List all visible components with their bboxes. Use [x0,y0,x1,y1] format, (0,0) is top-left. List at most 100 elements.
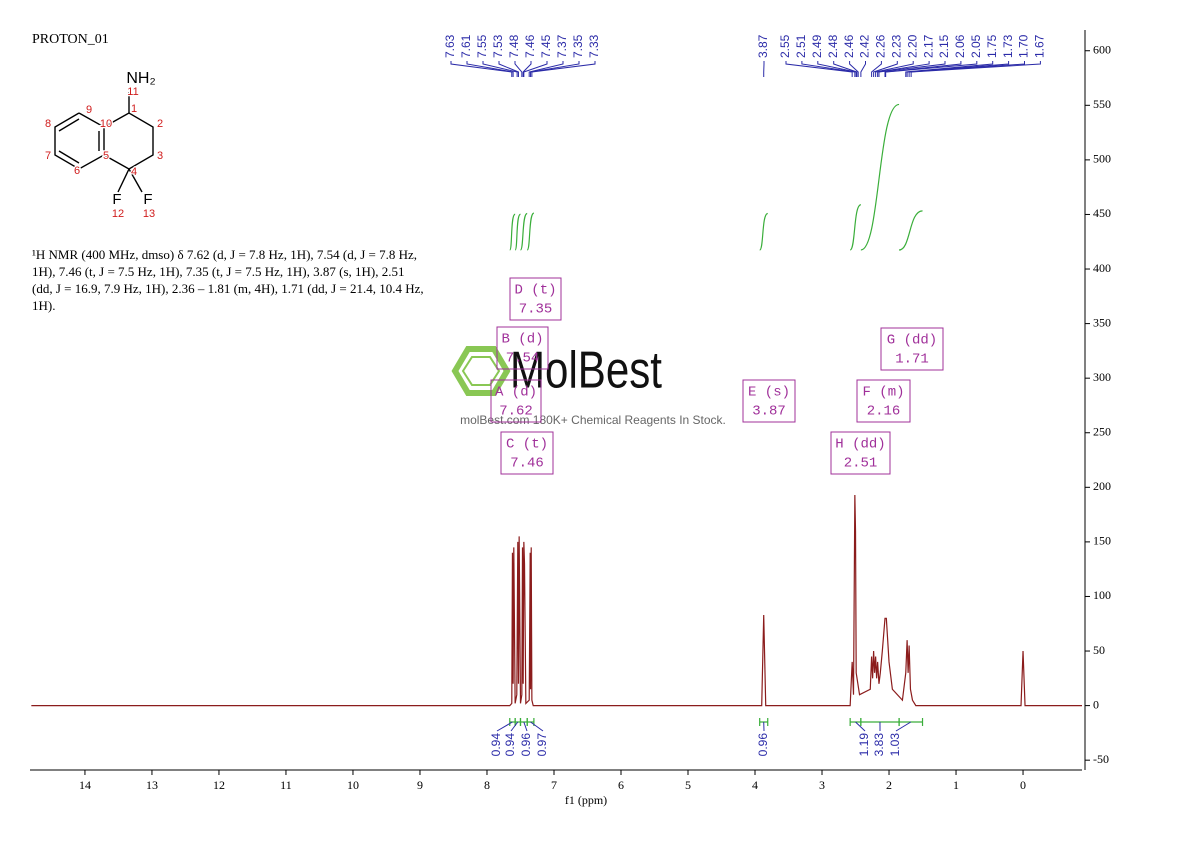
atom-number: 4 [131,166,137,178]
integral-curve [526,212,535,251]
peak-connector [908,61,1025,77]
integral-label: 0.97 [535,733,549,757]
peak-connector [884,61,962,77]
integral-bracket [849,718,862,726]
multiplet-label: F (m) [862,385,904,401]
multiplet-box [742,379,796,423]
peak-label: 1.75 [985,34,999,58]
peak-connector [522,61,532,77]
x-tick-label: 7 [551,778,557,792]
peak-connector [878,61,946,77]
integral-label: 3.83 [872,733,886,757]
peak-connector [466,61,514,77]
peak-label: 2.15 [937,34,951,58]
bond [103,112,154,170]
integral-curve [759,212,769,251]
peak-label: 7.35 [571,34,585,58]
x-tick-label: 13 [146,778,158,792]
peak-connector [531,61,596,77]
multiplet-box [490,379,542,423]
atom-label: F [112,191,121,208]
integral-curve [509,213,516,251]
atom-number: 6 [74,165,80,177]
peak-connector [450,61,513,77]
peak-label: 2.55 [778,34,792,58]
multiplet-shift: 3.87 [752,404,786,420]
y-tick-label: 400 [1093,261,1111,275]
x-tick-label: 1 [953,778,959,792]
y-tick-label: 500 [1093,152,1111,166]
atom-label: F [143,191,152,208]
y-tick-label: 300 [1093,370,1111,384]
integral-curve [519,212,528,251]
multiplet-label: B (d) [501,332,543,348]
y-tick-label: 0 [1093,697,1099,711]
peak-label: 7.63 [443,34,457,58]
x-tick-label: 6 [618,778,624,792]
integral-curve [514,213,522,251]
x-tick-label: 12 [213,778,225,792]
atom-number: 2 [157,118,163,130]
integral-bracket [898,718,924,726]
multiplet-label: G (dd) [887,333,937,349]
x-tick-label: 5 [685,778,691,792]
integral-leader [855,721,866,732]
peak-label: 7.48 [507,34,521,58]
peak-label: 1.70 [1017,34,1031,58]
multiplet-box [496,326,549,370]
atom-number: 8 [45,118,51,130]
peak-label: 7.45 [539,34,553,58]
peak-label: 2.49 [810,34,824,58]
multiplet-label: A (d) [495,385,537,401]
peak-label: 2.05 [969,34,983,58]
peak-connector [910,61,1041,77]
x-tick-label: 8 [484,778,490,792]
x-tick-label: 10 [347,778,359,792]
peak-label: 2.46 [842,34,856,58]
peak-label: 2.51 [794,34,808,58]
multiplet-shift: 2.51 [844,456,878,472]
peak-label: 1.67 [1033,34,1047,58]
peak-label: 2.26 [874,34,888,58]
integral-curve [849,204,862,251]
peak-connector [833,61,858,77]
chart-title: PROTON_01 [32,32,109,47]
bond [117,168,130,193]
peak-connector [498,61,519,77]
logo-hexagon [461,356,501,386]
spectrum-line [31,494,1082,707]
bond [58,118,80,132]
multiplet-box [830,431,891,475]
multiplet-shift: 7.54 [506,351,540,367]
peak-connector [885,61,978,77]
peak-connector [849,61,859,77]
integral-bracket [759,718,769,726]
atom-number: 10 [100,118,112,130]
y-tick-label: 450 [1093,206,1111,220]
x-tick-label: 9 [417,778,423,792]
peak-connector [860,61,866,77]
y-tick-label: 600 [1093,42,1111,56]
logo-hexagon [451,346,511,396]
peak-label: 7.46 [523,34,537,58]
atom-number: 9 [86,104,92,116]
peak-connector [801,61,856,77]
peak-label: 7.37 [555,34,569,58]
integral-leader [895,721,912,732]
peak-label: 2.48 [826,34,840,58]
integral-label: 0.94 [489,733,503,757]
peak-connector [523,61,548,77]
integral-label: 1.19 [857,733,871,757]
watermark-logo [451,346,511,396]
y-tick-label: 100 [1093,588,1111,602]
y-tick-label: 200 [1093,479,1111,493]
peak-label: 2.06 [953,34,967,58]
peak-connector [877,61,930,77]
integral-curve [898,210,923,251]
atom-number: 13 [143,208,155,220]
peak-connector [906,61,1010,77]
peak-connector [528,61,564,77]
multiplet-box [880,327,944,371]
peak-connector [530,61,580,77]
